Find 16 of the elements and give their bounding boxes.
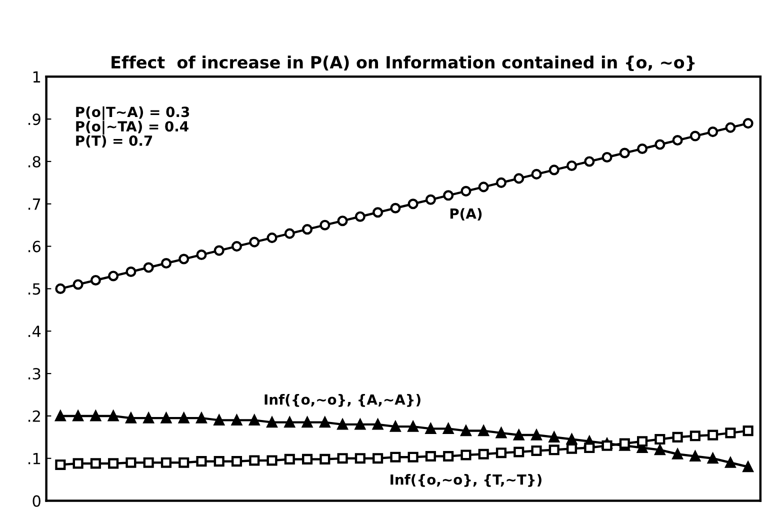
y-tick-label: .2 (28, 410, 40, 422)
y-tick-label: .4 (28, 326, 41, 337)
y-tick-label: .6 (28, 240, 40, 252)
annotation: P(o|T~A) = 0.3 P(o|~TA) = 0.4 P(T) = 0.7 (76, 106, 190, 148)
y-tick-label: 0 (32, 495, 40, 507)
chart-title: Effect of increase in P(A) on Information contained in {o, ~o} (112, 56, 695, 72)
series-label: P(A) (450, 208, 482, 221)
series-label: Inf({o,~o}, {A,~A}) (264, 394, 420, 407)
series-label: Inf({o,~o}, {T,~T}) (390, 474, 542, 487)
y-tick-label: 1 (33, 71, 40, 82)
y-tick-label: .5 (28, 283, 40, 295)
y-tick-label: .9 (28, 114, 40, 126)
y-tick-label: .3 (28, 368, 40, 380)
y-tick-label: .7 (28, 198, 40, 210)
y-tick-label: .8 (28, 156, 40, 168)
y-tick-label: .1 (28, 453, 40, 464)
